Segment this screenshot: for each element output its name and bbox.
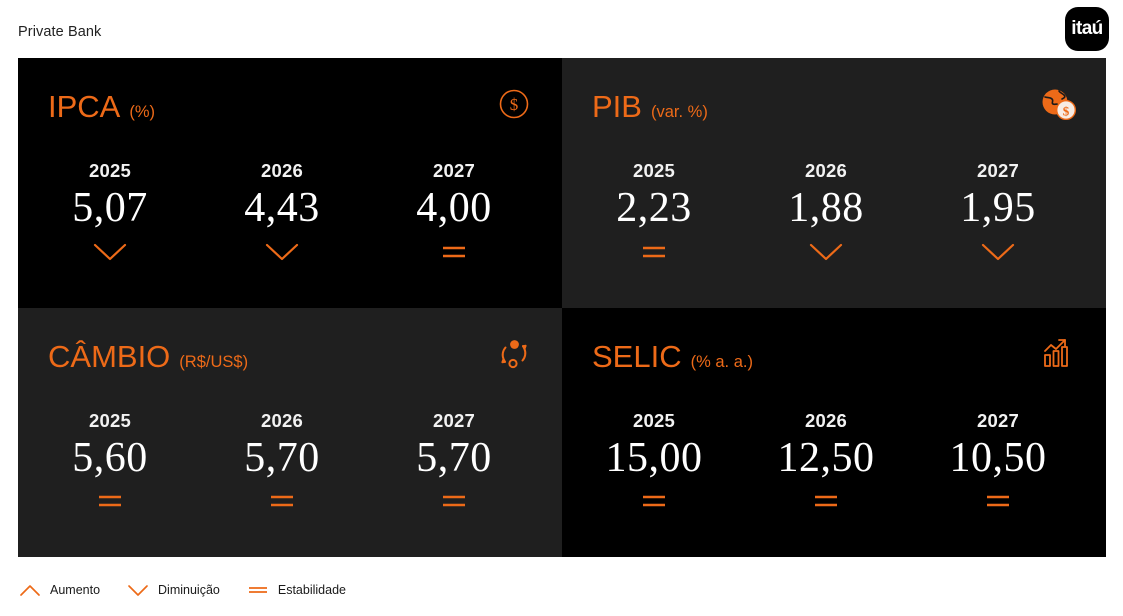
legend-up-icon: [18, 582, 42, 598]
metric-value: 5,07: [72, 185, 148, 232]
card-subtitle-selic: (% a. a.): [690, 352, 753, 371]
trend-stable-icon: [368, 239, 540, 265]
metric-value: 5,70: [244, 434, 320, 481]
metric-pib-2026: 2026 1,88: [740, 160, 912, 265]
metric-cambio-2025: 2025 5,60: [24, 409, 196, 515]
trend-stable-icon: [568, 488, 740, 514]
indicator-card-selic: SELIC (% a. a.) 2025 15,00 2026 12,50 2027 10,5…: [562, 307, 1106, 557]
trend-stable-icon: [740, 488, 912, 514]
trend-stable-icon: [196, 488, 368, 514]
trend-legend: Aumento Diminuição Estabilidade: [18, 582, 346, 598]
card-title-ipca: IPCA: [48, 89, 121, 124]
svg-text:$: $: [510, 95, 519, 114]
metric-value: 4,43: [244, 185, 320, 232]
itau-logo: itaú: [1065, 7, 1109, 51]
trend-down-icon: [912, 239, 1084, 265]
metrics-row-selic: 2025 15,00 2026 12,50 2027 10,50: [562, 409, 1106, 515]
metric-value: 10,50: [949, 434, 1047, 481]
dollar-circle-icon: $: [494, 84, 534, 124]
itau-logo-text: itaú: [1071, 18, 1103, 39]
metric-year: 2026: [261, 409, 303, 431]
trend-down-icon: [740, 239, 912, 265]
metric-year: 2026: [805, 409, 847, 431]
legend-stable-icon: [246, 582, 270, 598]
metric-year: 2027: [977, 160, 1019, 181]
metric-selic-2025: 2025 15,00: [568, 409, 740, 515]
indicator-card-pib: PIB (var. %) $2025 2,23 2026 1,88 2027 1,95: [562, 58, 1106, 308]
metric-year: 2026: [261, 160, 303, 181]
globe-coin-icon: $: [1038, 84, 1078, 124]
metric-selic-2027: 2027 10,50: [912, 409, 1084, 515]
page-title: Private Bank: [18, 24, 102, 40]
legend-down-icon: [126, 582, 150, 598]
metrics-row-cambio: 2025 5,60 2026 5,70 2027 5,70: [18, 409, 562, 515]
card-header-cambio: CÂMBIO (R$/US$): [48, 341, 248, 372]
currency-exchange-icon: [494, 334, 534, 374]
metric-year: 2025: [89, 409, 131, 431]
trend-stable-icon: [912, 488, 1084, 514]
metric-year: 2027: [433, 409, 475, 431]
legend-aumento: Aumento: [18, 582, 100, 598]
card-subtitle-ipca: (%): [129, 103, 156, 121]
metric-year: 2025: [89, 160, 131, 181]
card-title-cambio: CÂMBIO: [48, 338, 171, 374]
indicator-cards-grid: IPCA (%) $2025 5,07 2026 4,43 2027 4,00 PIB (var.…: [18, 58, 1106, 557]
metric-pib-2025: 2025 2,23: [568, 160, 740, 265]
metric-year: 2025: [633, 409, 675, 431]
indicator-card-cambio: CÂMBIO (R$/US$) 2025 5,60 2026 5,70 2027 5,70: [18, 307, 562, 557]
trend-stable-icon: [368, 488, 540, 514]
card-header-selic: SELIC (% a. a.): [592, 341, 753, 372]
card-header-ipca: IPCA (%): [48, 91, 155, 122]
page-header: Private Bank itaú: [0, 0, 1123, 58]
trend-down-icon: [24, 239, 196, 265]
svg-text:$: $: [1063, 103, 1070, 118]
trend-down-icon: [196, 239, 368, 265]
indicator-card-ipca: IPCA (%) $2025 5,07 2026 4,43 2027 4,00: [18, 58, 562, 308]
legend-estabilidade: Estabilidade: [246, 582, 346, 598]
metric-value: 5,70: [416, 434, 492, 481]
metric-value: 5,60: [72, 434, 148, 481]
metric-cambio-2027: 2027 5,70: [368, 409, 540, 515]
legend-label: Aumento: [50, 583, 101, 597]
metric-cambio-2026: 2026 5,70: [196, 409, 368, 515]
legend-diminuicao: Diminuição: [126, 582, 220, 598]
metric-value: 1,95: [960, 185, 1036, 232]
metric-selic-2026: 2026 12,50: [740, 409, 912, 515]
metrics-row-pib: 2025 2,23 2026 1,88 2027 1,95: [562, 160, 1106, 265]
metric-value: 1,88: [788, 185, 864, 232]
metric-value: 12,50: [777, 434, 875, 481]
card-header-pib: PIB (var. %): [592, 91, 708, 122]
card-title-pib: PIB: [592, 89, 642, 124]
metric-year: 2027: [977, 409, 1019, 431]
metric-value: 15,00: [605, 434, 703, 481]
metric-value: 2,23: [616, 185, 692, 232]
metric-ipca-2025: 2025 5,07: [24, 160, 196, 265]
metric-value: 4,00: [416, 185, 492, 232]
metrics-row-ipca: 2025 5,07 2026 4,43 2027 4,00: [18, 160, 562, 265]
metric-pib-2027: 2027 1,95: [912, 160, 1084, 265]
legend-label: Diminuição: [158, 583, 220, 597]
legend-label: Estabilidade: [277, 583, 346, 597]
metric-year: 2027: [433, 160, 475, 181]
card-title-selic: SELIC: [592, 338, 682, 374]
metric-ipca-2026: 2026 4,43: [196, 160, 368, 265]
trend-stable-icon: [568, 239, 740, 265]
metric-ipca-2027: 2027 4,00: [368, 160, 540, 265]
trend-stable-icon: [24, 488, 196, 514]
card-subtitle-cambio: (R$/US$): [179, 352, 249, 371]
metric-year: 2025: [633, 160, 675, 181]
bar-chart-trend-icon: [1038, 334, 1078, 374]
metric-year: 2026: [805, 160, 847, 181]
card-subtitle-pib: (var. %): [650, 103, 708, 121]
